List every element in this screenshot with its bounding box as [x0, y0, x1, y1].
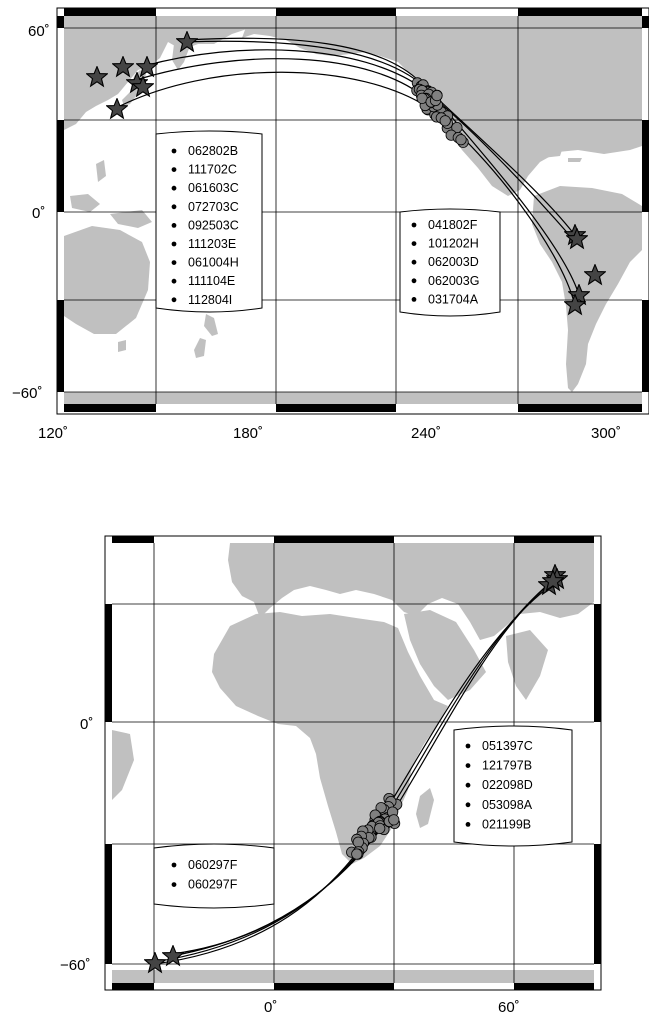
legend-entry: 101202H	[428, 237, 479, 251]
legend-bullet	[411, 278, 417, 284]
legend-entry: 062003D	[428, 255, 479, 269]
station-marker	[388, 814, 400, 826]
legend-box-2: 060297F 060297F	[153, 843, 275, 909]
legend-bullet	[171, 882, 177, 887]
legend-bullet	[465, 782, 471, 788]
legend-box-2: 041802F 101202H 062003D 062003G 031704A	[399, 208, 501, 317]
legend-entry: 022098D	[482, 778, 533, 792]
legend-entry: 112804I	[188, 293, 232, 307]
station-marker	[351, 848, 363, 860]
station-marker	[374, 822, 386, 835]
legend-entry: 061603C	[188, 181, 239, 195]
station-marker	[455, 134, 467, 146]
legend-bullet	[465, 802, 471, 808]
legend-bullet	[465, 822, 471, 827]
lon-tick-label: 60˚	[498, 999, 520, 1016]
map-frame-border	[57, 8, 649, 412]
legend-bullet	[411, 297, 417, 302]
lat-tick-label: −60˚	[12, 385, 42, 402]
legend-entry: 053098A	[482, 798, 533, 812]
legend-entry: 061004H	[188, 256, 239, 270]
map-frame-border	[105, 536, 601, 990]
lon-tick-label: 180˚	[233, 425, 263, 442]
legend-bullet	[465, 743, 471, 749]
legend-box-1: 051397C 121797B 022098D 053098A 021199B	[453, 725, 573, 847]
station-marker	[431, 90, 443, 102]
legend-entry: 060297F	[188, 878, 238, 892]
lat-tick-label: −60˚	[60, 957, 90, 974]
legend-bullet	[171, 223, 177, 228]
legend-entry: 111702C	[188, 163, 237, 177]
station-marker	[439, 115, 451, 127]
legend-bullet	[171, 862, 177, 868]
pacific-map: 062802B 111702C 061603C 072703C 092503C 11120…	[12, 7, 649, 442]
legend-bullet	[411, 222, 417, 228]
lat-tick-label: 0˚	[80, 716, 93, 733]
legend-entry: 062802B	[188, 144, 238, 158]
legend-bullet	[171, 278, 177, 284]
legend-entry: 092503C	[188, 218, 239, 232]
legend-bullet	[171, 297, 177, 303]
legend-bullet	[171, 241, 177, 247]
legend-bullet	[171, 204, 177, 210]
legend-bullet	[411, 259, 417, 265]
legend-entry: 021199B	[482, 817, 531, 831]
legend-entry: 060297F	[188, 858, 238, 872]
lat-tick-label: 0˚	[32, 205, 45, 222]
legend-entry: 121797B	[482, 759, 532, 773]
station-markers	[411, 77, 469, 148]
legend-entry: 041802F	[428, 218, 478, 232]
station-marker	[375, 802, 387, 814]
legend-entry: 111203E	[188, 237, 236, 251]
legend-bullet	[411, 241, 417, 247]
lon-tick-label: 300˚	[591, 425, 621, 442]
station-markers	[346, 792, 403, 860]
legend-bullet	[171, 185, 177, 191]
legend-entry: 062003G	[428, 274, 479, 288]
legend-box-1: 062802B 111702C 061603C 072703C 092503C 11120…	[155, 130, 263, 313]
legend-entry: 111104E	[188, 274, 235, 288]
lon-tick-label: 120˚	[38, 425, 68, 442]
legend-bullet	[465, 763, 471, 768]
africa-map: 051397C 121797B 022098D 053098A 021199B 0602…	[60, 535, 602, 1016]
station-marker	[352, 836, 364, 848]
lon-tick-label: 0˚	[264, 999, 277, 1016]
legend-bullet	[171, 167, 177, 173]
legend-entry: 072703C	[188, 200, 239, 214]
legend-entry: 051397C	[482, 739, 533, 753]
legend-bullet	[171, 148, 177, 154]
lat-tick-label: 60˚	[28, 23, 50, 40]
legend-bullet	[171, 260, 177, 265]
lon-tick-label: 240˚	[411, 425, 441, 442]
legend-entry: 031704A	[428, 292, 479, 306]
